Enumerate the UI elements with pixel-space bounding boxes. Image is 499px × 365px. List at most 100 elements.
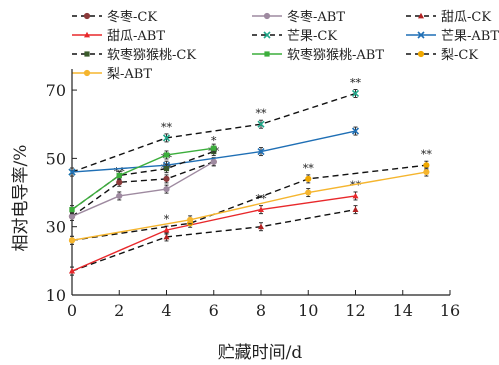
series-2 (68, 157, 217, 221)
series-line (71, 164, 427, 242)
data-point (163, 233, 170, 240)
legend-marker (83, 69, 91, 77)
legend-entry: 冬枣-ABT (252, 9, 345, 25)
legend-entry: 梨-CK (406, 48, 478, 63)
series-10 (68, 167, 430, 245)
legend-marker (263, 31, 271, 39)
legend-label: 梨-ABT (107, 67, 152, 82)
data-point (163, 226, 170, 233)
legend-marker (263, 12, 271, 20)
marker-triangle (258, 223, 264, 230)
marker-circle (305, 189, 312, 196)
marker-x (257, 147, 265, 156)
legend-label: 软枣猕猴桃-ABT (287, 48, 384, 63)
marker-square (264, 51, 270, 57)
marker-triangle (84, 31, 90, 38)
y-tick-label: 70 (46, 81, 66, 100)
x-tick-label: 16 (440, 301, 460, 320)
data-point (68, 237, 76, 244)
data-point (68, 168, 76, 176)
data-point (423, 168, 430, 176)
data-point (163, 186, 170, 193)
marker-circle (68, 213, 76, 220)
legend-marker (417, 50, 425, 58)
significance-label: ** (256, 107, 268, 120)
marker-square (84, 51, 90, 57)
data-point (305, 175, 312, 182)
y-tick-label: 30 (46, 218, 66, 237)
data-point (352, 192, 359, 199)
marker-triangle (352, 206, 359, 213)
marker-circle (263, 12, 271, 20)
legend-label: 甜瓜-CK (441, 9, 491, 25)
data-point (116, 192, 123, 200)
legend-marker (418, 12, 424, 19)
x-tick-label: 0 (67, 301, 77, 320)
legend-entry: 软枣猕猴桃-ABT (252, 48, 384, 63)
x-tick-label: 2 (114, 301, 124, 320)
y-axis-label: 相对电导率/% (11, 145, 31, 252)
series-8 (69, 143, 217, 215)
data-point (163, 166, 170, 172)
y-tick-label: 50 (46, 149, 66, 168)
marker-circle (163, 186, 170, 193)
legend-marker (84, 31, 90, 38)
legend-marker (264, 51, 270, 57)
data-point (211, 145, 217, 151)
marker-x (162, 134, 171, 142)
legend-entry: 甜瓜-ABT (72, 28, 165, 44)
significance-label: * (211, 135, 217, 148)
significance-label: ** (161, 121, 173, 134)
x-tick-label: 6 (209, 301, 219, 320)
marker-triangle (69, 267, 75, 274)
marker-x (351, 89, 360, 98)
legend-label: 冬枣-CK (107, 9, 157, 25)
legend-marker (84, 51, 90, 57)
x-axis-label: 贮藏时间/d (218, 343, 303, 363)
legend-label: 甜瓜-ABT (107, 28, 165, 44)
data-point (68, 213, 76, 220)
legend-entry: 软枣猕猴桃-CK (72, 48, 196, 63)
data-point (351, 89, 360, 98)
marker-circle (210, 158, 217, 165)
legend-label: 芒果-CK (287, 28, 337, 44)
marker-triangle (163, 233, 170, 240)
marker-circle (423, 168, 430, 176)
marker-x (257, 120, 265, 128)
marker-x (417, 31, 425, 39)
marker-square (69, 207, 75, 213)
y-tick-label: 10 (46, 286, 66, 305)
marker-square (163, 166, 170, 172)
significance-label: ** (350, 179, 362, 192)
marker-circle (116, 179, 123, 186)
marker-circle (417, 50, 425, 58)
marker-circle (83, 12, 91, 20)
legend-label: 冬枣-ABT (287, 9, 345, 25)
marker-circle (83, 69, 91, 77)
data-point (257, 120, 265, 128)
marker-triangle (258, 206, 264, 213)
series-3 (69, 205, 359, 276)
series-4: ***** (69, 179, 362, 276)
series-9: ** ** (68, 148, 432, 245)
marker-square (211, 145, 217, 151)
x-tick-label: 4 (161, 301, 171, 320)
significance-label: * (164, 213, 170, 226)
legend: 冬枣-CK 冬枣-ABT 甜瓜-CK 甜瓜-ABT 芒果-CK 芒果-ABT 软枣猕猴桃-C… (72, 9, 499, 82)
significance-label: ** (350, 76, 362, 89)
significance-label: ** (256, 193, 268, 206)
axes: 0 2 4 6 8 10 12 14 16 10 30 50 70 (46, 69, 460, 320)
x-tick-label: 10 (298, 301, 318, 320)
data-point (163, 152, 170, 158)
data-point (258, 206, 264, 213)
series-line (71, 130, 356, 173)
data-point (351, 127, 360, 135)
data-point (69, 267, 75, 274)
legend-label: 芒果-ABT (441, 28, 499, 44)
series-line (71, 92, 356, 173)
marker-square (163, 152, 170, 158)
series-line (71, 161, 214, 218)
series-line (71, 161, 215, 218)
legend-entry: 梨-ABT (72, 67, 152, 82)
